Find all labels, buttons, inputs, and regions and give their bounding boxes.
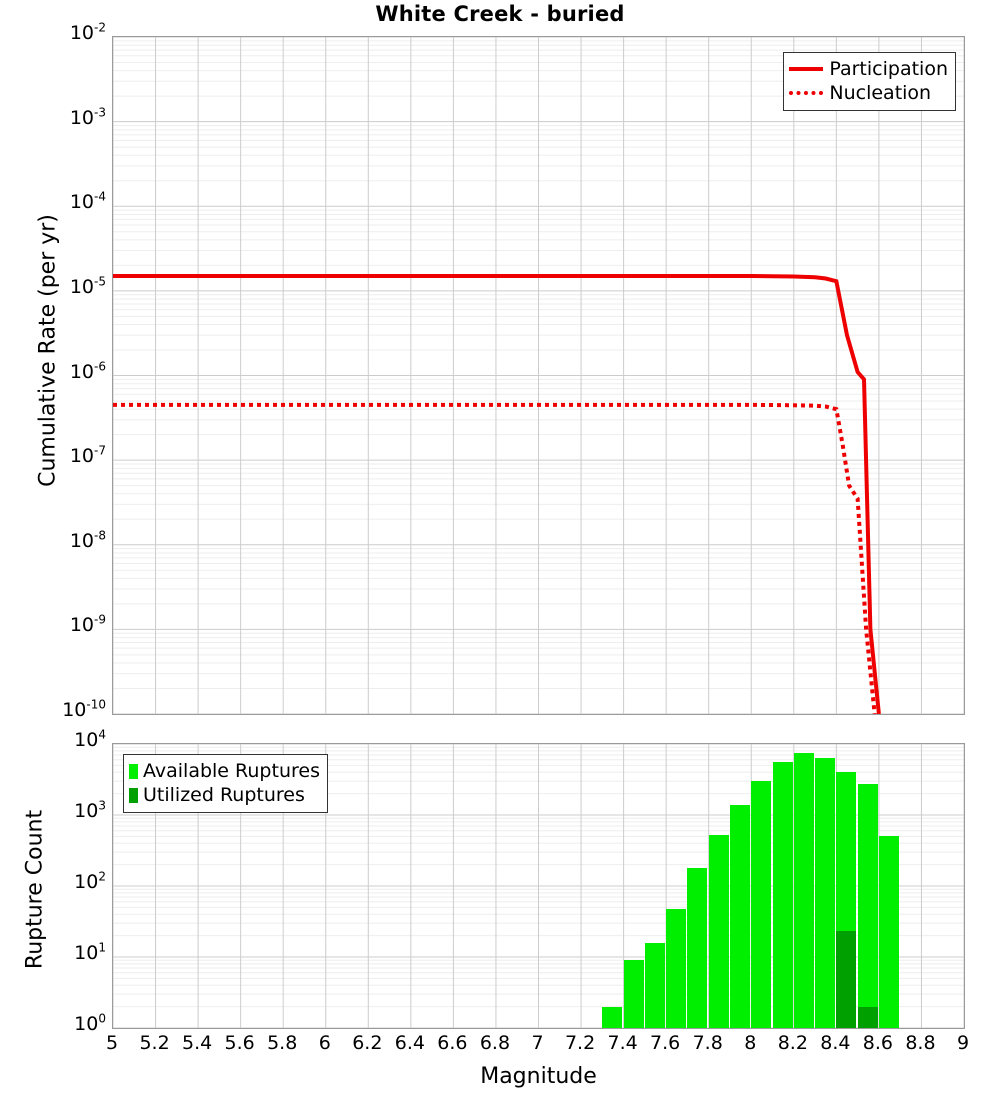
- x-tick-label: 5: [105, 1032, 119, 1054]
- dotted-line-icon: [789, 91, 824, 95]
- y-tick-label: 100: [74, 1011, 106, 1035]
- rupture-count-plot: Available Ruptures Utilized Ruptures: [112, 743, 965, 1029]
- x-tick-label: 5.8: [267, 1032, 298, 1054]
- y-tick-label: 10-4: [69, 189, 106, 214]
- bar-available-7.9: [729, 804, 751, 1028]
- cumulative-rate-plot: Participation Nucleation: [112, 36, 965, 715]
- x-tick-label: 6.8: [479, 1032, 511, 1054]
- bar-available-7.8: [708, 835, 729, 1028]
- x-tick-label: 7.8: [692, 1032, 723, 1054]
- x-tick-label: 8.6: [862, 1032, 893, 1054]
- y-tick-label: 10-10: [62, 697, 106, 721]
- x-tick-label: 7.2: [564, 1032, 596, 1054]
- utilized-color-swatch: [129, 787, 138, 803]
- y-tick-label: 101: [74, 940, 106, 964]
- curve-nucleation: [113, 402, 877, 714]
- bar-available-7.6: [666, 908, 687, 1028]
- rate-curves: [113, 273, 881, 714]
- bar-available-8.5: [857, 784, 878, 1028]
- bar-utilized-8.4: [836, 931, 857, 1028]
- legend-label-participation: Participation: [829, 58, 948, 80]
- x-tick-label: 8.8: [905, 1032, 936, 1054]
- legend-item-utilized-ruptures: Utilized Ruptures: [129, 783, 320, 807]
- bottom-legend: Available Ruptures Utilized Ruptures: [123, 754, 328, 813]
- bar-available-7.3: [602, 1006, 623, 1028]
- x-tick-label: 9: [956, 1032, 970, 1054]
- x-tick-label: 5.2: [139, 1032, 170, 1054]
- top-legend: Participation Nucleation: [783, 52, 956, 111]
- legend-item-participation: Participation: [789, 57, 948, 81]
- bar-available-8: [751, 781, 772, 1028]
- legend-label-nucleation: Nucleation: [829, 82, 932, 104]
- bar-available-8.2: [793, 752, 814, 1028]
- histogram-bars: [113, 744, 964, 1028]
- bottom-y-axis-title: Rupture Count: [22, 809, 48, 970]
- bottom-y-tick-labels: 104 103 102 101 100: [0, 729, 106, 1035]
- x-tick-label: 7.4: [607, 1032, 638, 1054]
- bar-available-8.1: [772, 762, 793, 1028]
- y-tick-label: 102: [74, 869, 106, 893]
- legend-item-available-ruptures: Available Ruptures: [129, 759, 320, 783]
- x-tick-label: 6: [318, 1032, 331, 1054]
- bar-available-7.5: [644, 942, 665, 1028]
- y-tick-label: 104: [74, 727, 106, 751]
- y-tick-label: 10-8: [69, 528, 106, 552]
- x-axis-title: Magnitude: [480, 1064, 597, 1089]
- page-title: White Creek - buried: [375, 2, 625, 26]
- x-tick-label: 5.4: [181, 1032, 213, 1054]
- top-y-axis-title: Cumulative Rate (per yr): [35, 214, 61, 487]
- bar-available-8.6: [878, 836, 899, 1028]
- x-tick-labels: 5 5.2 5.4 5.6 5.8 6 6.2 6.4 6.6 6.8 7 7.2 7.4 7.6 7.8 8…: [106, 1032, 969, 1058]
- x-tick-label: 7.6: [650, 1032, 681, 1054]
- bar-available-7.4: [623, 960, 644, 1028]
- legend-label-utilized-ruptures: Utilized Ruptures: [143, 784, 305, 806]
- legend-label-available-ruptures: Available Ruptures: [143, 760, 320, 782]
- y-tick-label: 10-5: [69, 274, 106, 298]
- x-tick-label: 6.6: [437, 1032, 468, 1054]
- y-tick-label: 10-7: [69, 443, 106, 468]
- legend-item-nucleation: Nucleation: [789, 81, 948, 105]
- bar-available-8.3: [815, 757, 836, 1028]
- top-y-tick-labels: 10-2 10-3 10-4 10-5 10-6 10-7 10-8 10-9 10-10: [0, 22, 106, 721]
- x-tick-label: 8: [744, 1032, 757, 1054]
- x-tick-label: 5.6: [224, 1032, 255, 1054]
- x-tick-label: 6.4: [394, 1032, 425, 1054]
- y-tick-label: 103: [74, 798, 106, 822]
- x-tick-label: 8.2: [777, 1032, 808, 1054]
- available-color-swatch: [129, 763, 138, 779]
- x-tick-label: 6.2: [352, 1032, 383, 1054]
- curve-participation: [113, 273, 881, 714]
- solid-line-icon: [789, 67, 824, 71]
- x-tick-label: 7: [531, 1032, 544, 1054]
- y-tick-label: 10-9: [69, 613, 106, 637]
- y-tick-label: 10-3: [69, 105, 106, 129]
- top-grid: [113, 37, 964, 714]
- y-tick-label: 10-2: [69, 20, 106, 44]
- y-tick-label: 10-6: [69, 359, 106, 383]
- bar-available-7.7: [687, 867, 708, 1028]
- x-tick-label: 8.4: [820, 1032, 851, 1054]
- bar-utilized-8.5: [857, 1006, 878, 1028]
